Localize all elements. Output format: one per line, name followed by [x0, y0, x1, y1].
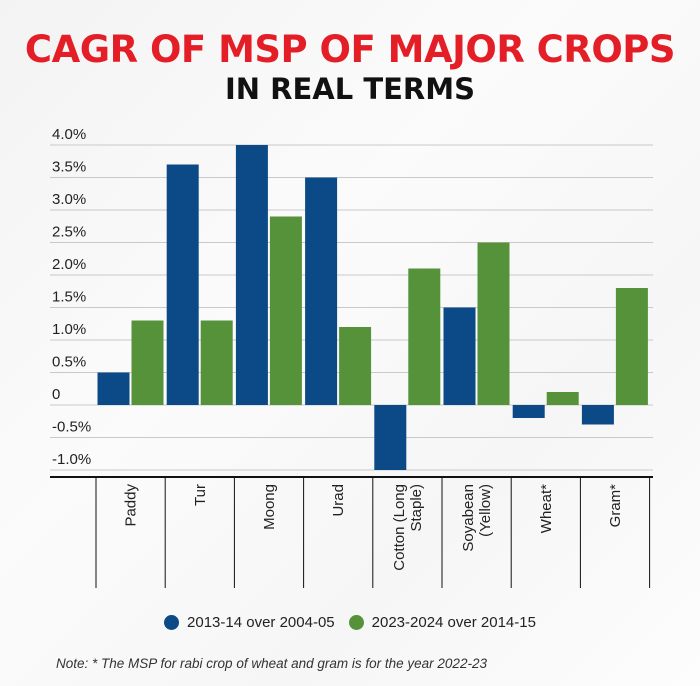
legend-item-series-2: 2023-2024 over 2014-15 — [348, 614, 536, 631]
bar-2 — [477, 242, 510, 405]
x-tick-label: Tur — [192, 484, 209, 506]
y-tick-label: -0.5% — [52, 419, 91, 436]
y-tick-label: -1.0% — [52, 451, 91, 468]
bar-2 — [339, 327, 372, 405]
x-tick-label: (Yellow) — [477, 484, 494, 537]
chart-subtitle: IN REAL TERMS — [225, 72, 475, 106]
x-tick-label: Moong — [261, 484, 278, 530]
bar-1 — [235, 145, 268, 405]
footnote: Note: * The MSP for rabi crop of wheat a… — [56, 656, 487, 671]
chart-title: CAGR OF MSP OF MAJOR CROPS — [24, 28, 676, 71]
y-tick-label: 4.0% — [52, 126, 86, 143]
y-tick-label: 3.0% — [52, 191, 86, 208]
x-tick-label: Paddy — [123, 484, 140, 527]
bar-2 — [408, 268, 441, 405]
legend-swatch — [164, 615, 180, 630]
y-tick-label: 1.5% — [52, 289, 86, 306]
y-tick-label: 1.0% — [52, 321, 86, 338]
x-tick-label: Wheat* — [538, 484, 555, 533]
x-tick-label: Staple) — [408, 484, 425, 532]
bar-1 — [512, 405, 545, 418]
y-tick-label: 2.5% — [52, 224, 86, 241]
bar-2 — [200, 320, 233, 405]
bar-1 — [443, 307, 476, 405]
legend-label: 2013-14 over 2004-05 — [187, 614, 335, 631]
y-tick-label: 0.5% — [52, 354, 86, 371]
legend-label: 2023-2024 over 2014-15 — [371, 614, 536, 631]
legend-item-series-1: 2013-14 over 2004-05 — [164, 614, 335, 631]
bar-1 — [581, 405, 614, 425]
bar-2 — [269, 216, 302, 405]
bar-2 — [546, 392, 579, 405]
bar-1 — [97, 372, 130, 405]
y-tick-label: 2.0% — [52, 256, 86, 273]
bar-2 — [131, 320, 164, 405]
legend-swatch — [348, 615, 364, 630]
x-tick-label: Gram* — [607, 484, 624, 528]
legend: 2013-14 over 2004-05 2023-2024 over 2014… — [0, 614, 700, 631]
bar-1 — [374, 405, 407, 470]
y-tick-label: 0 — [52, 386, 60, 403]
x-tick-label: Cotton (Long — [391, 484, 408, 571]
y-tick-label: 3.5% — [52, 159, 86, 176]
x-tick-label: Urad — [330, 484, 347, 517]
bar-1 — [166, 164, 199, 405]
bar-1 — [305, 177, 338, 405]
bar-2 — [615, 288, 648, 405]
x-tick-label: Soyabean — [460, 484, 477, 552]
